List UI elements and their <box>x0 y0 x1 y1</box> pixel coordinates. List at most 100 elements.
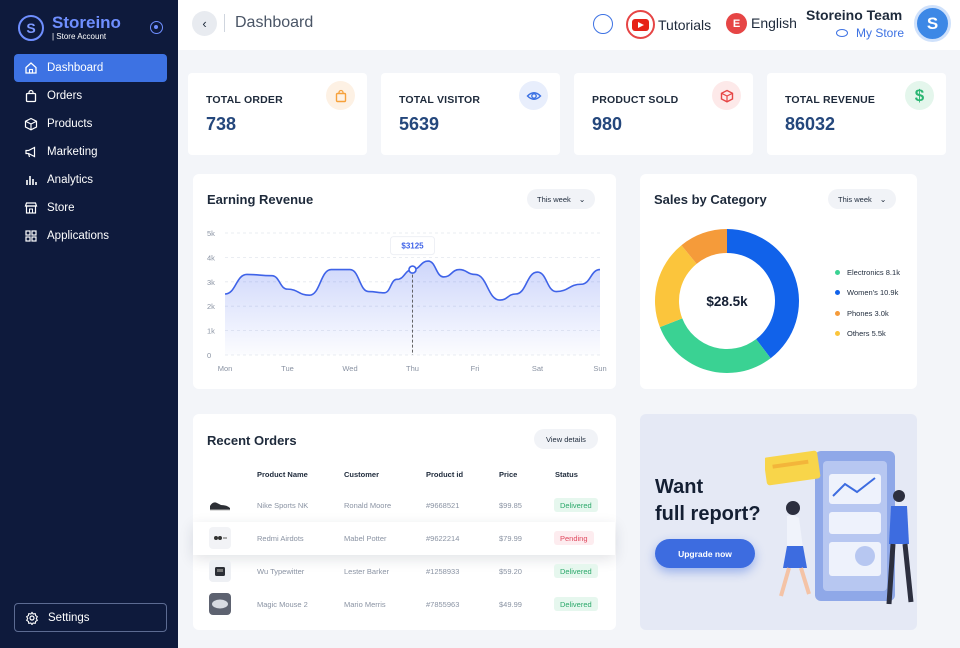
upgrade-promo-card: Want full report? Upgrade now <box>640 414 917 630</box>
stat-label: PRODUCT SOLD <box>592 94 679 106</box>
price: $99.85 <box>499 501 522 510</box>
sidebar-item-dashboard[interactable]: Dashboard <box>14 54 167 82</box>
brand[interactable]: S Storeino | Store Account <box>18 14 121 41</box>
settings-button[interactable]: Settings <box>14 603 167 632</box>
sidebar: S Storeino | Store Account Dashboard Ord… <box>0 0 178 648</box>
chevron-left-icon: ‹ <box>202 16 207 31</box>
back-button[interactable]: ‹ <box>192 11 217 36</box>
sidebar-item-applications[interactable]: Applications <box>14 222 167 250</box>
upgrade-now-button[interactable]: Upgrade now <box>655 539 755 568</box>
column-header-status: Status <box>555 470 578 479</box>
avatar[interactable]: S <box>914 5 951 42</box>
sidebar-item-products[interactable]: Products <box>14 110 167 138</box>
table-row[interactable]: Wu Typewitter Lester Barker #1258933 $59… <box>193 555 615 588</box>
sidebar-item-label: Dashboard <box>47 62 104 74</box>
tutorials-link[interactable]: Tutorials <box>658 17 712 33</box>
bag-icon <box>24 89 38 103</box>
y-tick-label: 3k <box>207 278 215 287</box>
x-tick-label: Wed <box>342 364 357 373</box>
stat-value: 980 <box>592 114 623 134</box>
donut-slice-womens <box>727 229 799 359</box>
language-selector[interactable]: English <box>751 15 797 31</box>
header-divider <box>224 14 225 32</box>
dollar-icon: $ <box>905 81 934 110</box>
collapse-sidebar-icon[interactable] <box>150 21 163 34</box>
promo-heading: Want full report? <box>655 474 761 528</box>
legend-dot <box>835 310 840 316</box>
product-id: #9622214 <box>426 534 460 543</box>
report-illustration-icon <box>765 450 914 605</box>
table-row[interactable]: Magic Mouse 2 Mario Merris #7855963 $49.… <box>193 588 615 621</box>
tooltip-label: $3125 <box>401 242 424 251</box>
legend-label: Others 5.5k <box>847 329 886 339</box>
gear-icon <box>25 611 39 625</box>
status-badge: Pending <box>554 531 594 545</box>
home-icon <box>24 61 38 75</box>
bar-chart-icon <box>24 173 38 187</box>
sidebar-item-analytics[interactable]: Analytics <box>14 166 167 194</box>
legend-dot <box>835 290 840 296</box>
status-badge: Delivered <box>554 498 598 512</box>
stat-value: 5639 <box>399 114 440 134</box>
view-details-button[interactable]: View details <box>534 429 598 449</box>
chat-icon[interactable] <box>593 14 613 34</box>
legend-label: Phones 3.0k <box>847 308 889 318</box>
table-row[interactable]: Nike Sports NK Ronald Moore #9668521 $99… <box>193 489 615 522</box>
sales-by-category-card: Sales by Category This week ⌄ $28.5k Ele… <box>640 174 917 389</box>
promo-line-2: full report? <box>655 503 761 525</box>
brand-name: Storeino <box>52 13 121 32</box>
sidebar-item-label: Analytics <box>47 174 94 186</box>
revenue-period-dropdown[interactable]: This week ⌄ <box>527 189 596 209</box>
cube-icon <box>712 81 741 110</box>
sidebar-item-store[interactable]: Store <box>14 194 167 222</box>
stat-label: TOTAL ORDER <box>206 94 283 106</box>
y-tick-label: 0 <box>207 351 211 360</box>
price: $49.99 <box>499 600 522 609</box>
stat-value: 86032 <box>785 114 836 134</box>
y-tick-label: 5k <box>207 229 215 238</box>
stat-card-product-sold: PRODUCT SOLD 980 <box>574 73 753 155</box>
bag-icon <box>326 81 355 110</box>
highlight-point <box>408 265 417 274</box>
chevron-down-icon: ⌄ <box>578 194 586 204</box>
column-header-customer: Customer <box>344 470 380 479</box>
sales-period-dropdown[interactable]: This week ⌄ <box>828 189 897 209</box>
megaphone-icon <box>24 145 38 159</box>
donut-slice-phones <box>681 229 727 264</box>
revenue-title: Earning Revenue <box>207 192 314 207</box>
language-badge[interactable]: E <box>726 13 747 34</box>
customer-name: Ronald Moore <box>344 501 392 510</box>
revenue-chart: 0 1k 2k 3k 4k 5k Mon Tue Wed Thu Fri Sat Sun $3125 <box>207 229 607 373</box>
sidebar-item-marketing[interactable]: Marketing <box>14 138 167 166</box>
youtube-icon[interactable] <box>626 10 655 39</box>
earbuds-icon <box>209 527 231 549</box>
promo-line-1: Want <box>655 476 704 498</box>
legend-item-electronics: Electronics 8.1k <box>835 262 900 283</box>
table-row[interactable]: Redmi Airdots Mabel Potter #9622214 $79.… <box>193 522 615 555</box>
sidebar-nav: Dashboard Orders Products Marketing Anal… <box>14 54 167 250</box>
donut-slice-electronics <box>659 318 771 373</box>
sales-legend: Electronics 8.1k Women's 10.9k Phones 3.… <box>835 262 900 344</box>
y-tick-label: 1k <box>207 327 215 336</box>
my-store-link[interactable]: My Store <box>836 26 904 40</box>
product-id: #9668521 <box>426 501 460 510</box>
x-tick-label: Fri <box>471 364 480 373</box>
legend-label: Women's 10.9k <box>847 288 899 298</box>
stat-card-total-visitor: TOTAL VISITOR 5639 <box>381 73 560 155</box>
settings-label: Settings <box>48 611 90 624</box>
x-tick-label: Mon <box>218 364 233 373</box>
chevron-down-icon: ⌄ <box>879 194 887 204</box>
shoe-icon <box>209 494 231 516</box>
donut-slice-others <box>655 245 697 328</box>
legend-item-phones: Phones 3.0k <box>835 303 900 324</box>
column-header-product: Product Name <box>257 470 308 479</box>
stat-label: TOTAL REVENUE <box>785 94 876 106</box>
y-tick-label: 2k <box>207 302 215 311</box>
stat-card-total-revenue: TOTAL REVENUE 86032 $ <box>767 73 946 155</box>
typewriter-icon <box>209 560 231 582</box>
my-store-label: My Store <box>856 26 905 40</box>
legend-dot <box>835 331 840 337</box>
earning-revenue-card: Earning Revenue This week ⌄ 0 1k 2k 3k 4k 5k M… <box>193 174 616 389</box>
sidebar-item-orders[interactable]: Orders <box>14 82 167 110</box>
legend-dot <box>835 269 840 275</box>
